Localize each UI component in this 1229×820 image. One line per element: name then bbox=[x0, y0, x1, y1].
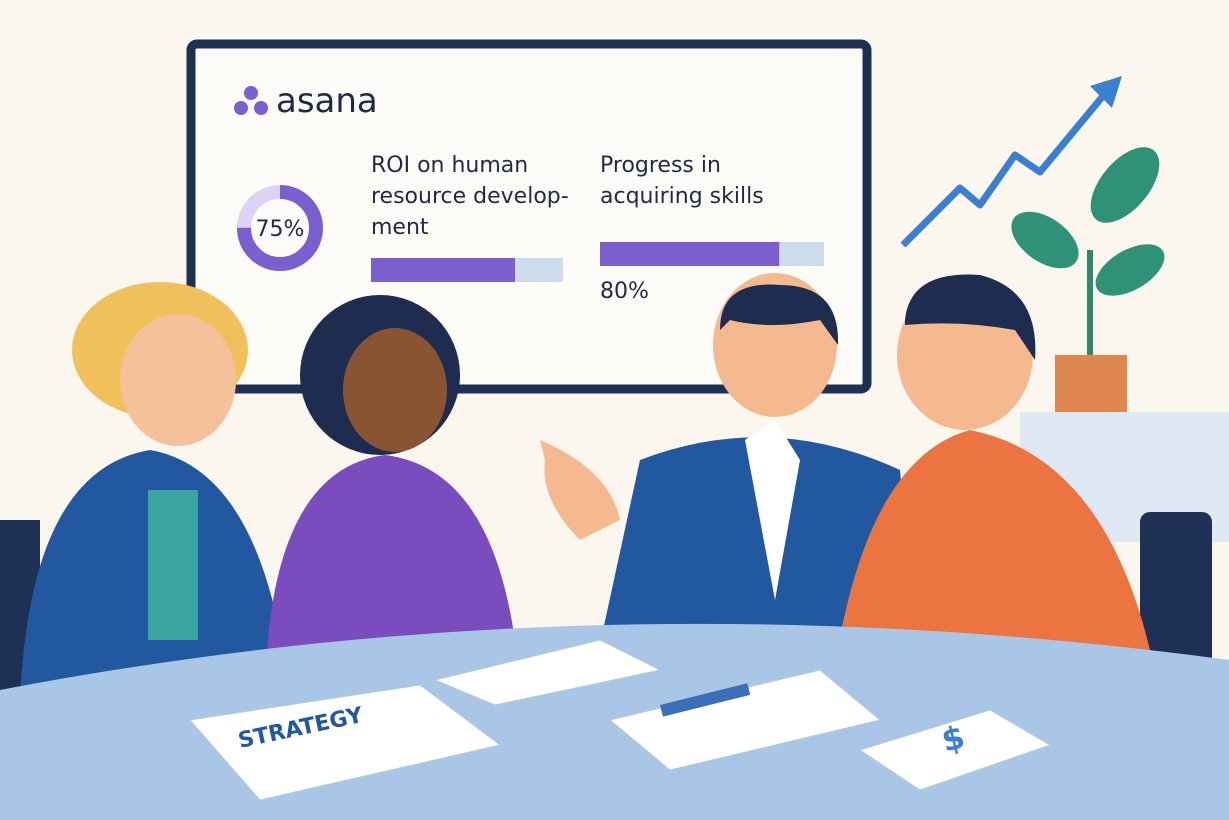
papers bbox=[189, 639, 1052, 801]
bar-label: 80% bbox=[600, 279, 649, 304]
metric-title: ROI on human bbox=[371, 153, 528, 178]
logo-dots bbox=[234, 86, 268, 115]
logo: asana bbox=[276, 81, 378, 121]
metric-title: acquiring skills bbox=[600, 184, 764, 209]
growth-arrow bbox=[900, 87, 1111, 248]
person-2 bbox=[265, 295, 520, 690]
donut-arc bbox=[237, 185, 323, 271]
arrow-head bbox=[1090, 76, 1122, 108]
metric-title: ment bbox=[371, 215, 429, 240]
plant bbox=[1011, 147, 1165, 413]
metric-title: Progress in bbox=[600, 153, 721, 178]
donut-label: 75% bbox=[256, 217, 305, 242]
bar bbox=[600, 242, 780, 266]
person-1 bbox=[20, 282, 290, 700]
bar bbox=[371, 258, 515, 282]
metric-title: resource develop- bbox=[371, 184, 569, 209]
